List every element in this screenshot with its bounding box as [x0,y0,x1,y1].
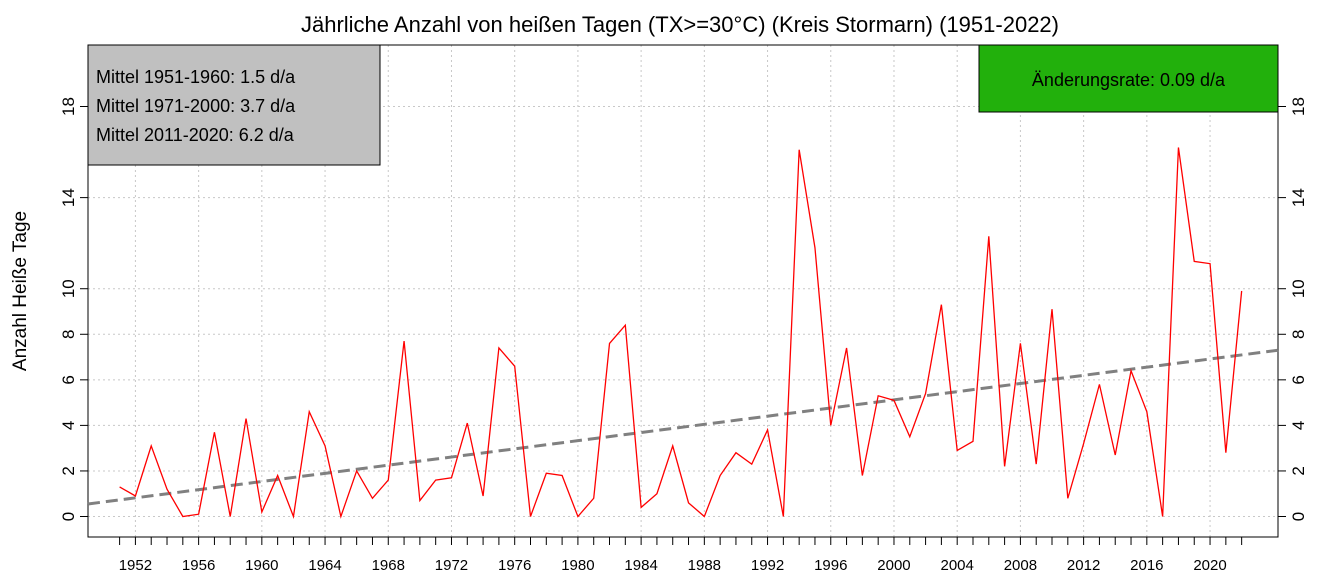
y-tick-label: 2 [59,466,78,475]
y2-tick-label: 8 [1289,330,1308,339]
data-line [119,147,1243,520]
x-tick-label: 1968 [372,557,405,574]
x-tick-label: 1996 [814,557,847,574]
x-tick-label: 1988 [688,557,721,574]
y2-tick-label: 6 [1289,375,1308,384]
x-tick-label: 1972 [435,557,468,574]
y2-tick-label: 14 [1289,188,1308,207]
y2-tick-label: 0 [1289,512,1308,521]
y-tick-label: 4 [59,421,78,430]
trend-line [87,348,1279,506]
y-tick-label: 10 [59,279,78,298]
y-tick-label: 0 [59,512,78,521]
annotation: Mittel 2011-2020: 6.2 d/a [96,125,295,145]
y-tick-label: 14 [59,188,78,207]
chart-title: Jährliche Anzahl von heißen Tagen (TX>=3… [301,12,1059,37]
x-tick-label: 1992 [751,557,784,574]
rate-annotation: Änderungsrate: 0.09 d/a [1032,70,1226,90]
x-tick-label: 1976 [498,557,531,574]
y-tick-label: 6 [59,375,78,384]
y2-tick-label: 2 [1289,466,1308,475]
x-tick-label: 2000 [877,557,910,574]
x-tick-label: 1964 [308,557,341,574]
annotation-box [87,44,381,166]
x-tick-label: 2016 [1130,557,1163,574]
x-tick-label: 1956 [182,557,215,574]
x-tick-label: 1960 [245,557,278,574]
x-tick-label: 1984 [624,557,657,574]
plot-frame [87,44,1279,538]
x-tick-label: 1980 [561,557,594,574]
x-tick-label: 1952 [119,557,152,574]
x-tick-label: 2008 [1004,557,1037,574]
y-tick-label: 8 [59,330,78,339]
x-tick-label: 2020 [1193,557,1226,574]
y2-tick-label: 10 [1289,279,1308,298]
y-tick-label: 18 [59,97,78,116]
y2-tick-label: 18 [1289,97,1308,116]
x-tick-label: 2004 [941,557,974,574]
annotation: Mittel 1971-2000: 3.7 d/a [96,96,296,116]
y-axis-label: Anzahl Heiße Tage [10,211,31,371]
rate-box [978,44,1279,113]
annotation: Mittel 1951-1960: 1.5 d/a [96,67,296,87]
x-tick-label: 2012 [1067,557,1100,574]
y2-tick-label: 4 [1289,421,1308,430]
